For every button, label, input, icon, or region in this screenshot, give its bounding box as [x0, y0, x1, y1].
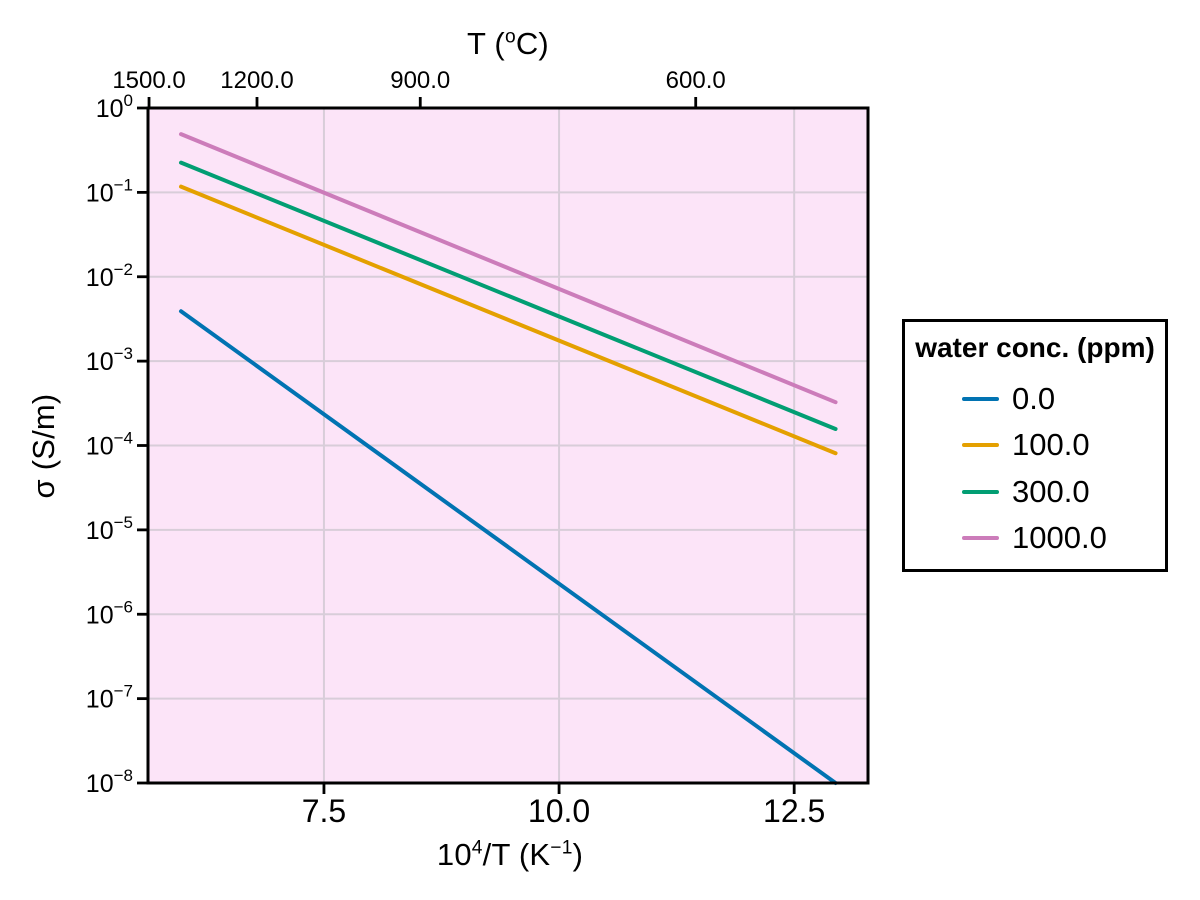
x-axis-label-text-3: )	[572, 837, 584, 872]
legend: water conc. (ppm) 0.0 100.0 300.0 1000.0	[902, 319, 1168, 572]
top-axis-label: T (oC)	[358, 26, 658, 62]
legend-item: 300.0	[905, 469, 1165, 515]
y-axis-tick-label: 10−1	[86, 175, 133, 207]
data-line-300.0-ppm	[179, 160, 838, 431]
top-axis-tick-label: 1500.0	[112, 67, 185, 94]
y-axis-tick-label: 10−2	[86, 260, 133, 292]
y-axis-tick-label: 10−6	[86, 597, 133, 629]
legend-swatch-line	[962, 536, 999, 541]
x-axis-label: 104/T (K−1)	[360, 837, 660, 873]
legend-item-label: 100.0	[1012, 427, 1090, 463]
y-axis-label: σ (S/m)	[26, 393, 61, 499]
legend-item-label: 300.0	[1012, 473, 1090, 509]
x-axis-label-sup1: 4	[471, 837, 483, 859]
data-line-0.0-ppm	[179, 309, 838, 785]
legend-item: 0.0	[905, 376, 1165, 422]
y-axis-tick-label: 10−8	[86, 766, 133, 798]
top-axis-tick-label: 600.0	[666, 67, 726, 94]
top-axis-label-sup: o	[504, 26, 516, 48]
x-axis-tick-label: 12.5	[763, 793, 825, 829]
y-axis-tick-label: 10−7	[86, 682, 133, 714]
y-axis-tick-label: 100	[96, 91, 133, 123]
y-axis-tick-label: 10−5	[86, 513, 133, 545]
legend-item: 100.0	[905, 422, 1165, 468]
x-axis-tick-label: 10.0	[528, 793, 590, 829]
legend-swatch-line	[962, 443, 999, 448]
legend-swatch-line	[962, 489, 999, 494]
y-axis-tick-label: 10−4	[86, 429, 133, 461]
top-axis-label-text: T (	[467, 26, 505, 61]
legend-item: 1000.0	[905, 515, 1165, 561]
legend-item-label: 0.0	[1012, 381, 1056, 417]
x-axis-label-sup2: −1	[550, 837, 573, 859]
top-axis-tick-label: 1200.0	[220, 67, 293, 94]
legend-rows: 0.0 100.0 300.0 1000.0	[905, 376, 1165, 561]
x-axis-label-text-2: /T (K	[482, 837, 551, 872]
data-line-100.0-ppm	[179, 184, 838, 456]
legend-swatch-line	[962, 397, 999, 402]
x-axis-label-text: 10	[436, 837, 472, 872]
legend-item-label: 1000.0	[1012, 520, 1107, 556]
legend-title: water conc. (ppm)	[915, 332, 1155, 363]
y-axis-tick-label: 10−3	[86, 344, 133, 376]
data-line-1000.0-ppm	[179, 132, 838, 405]
top-axis-label-text-2: C)	[515, 26, 549, 61]
top-axis-tick-label: 900.0	[390, 67, 450, 94]
x-axis-tick-label: 7.5	[302, 793, 346, 829]
